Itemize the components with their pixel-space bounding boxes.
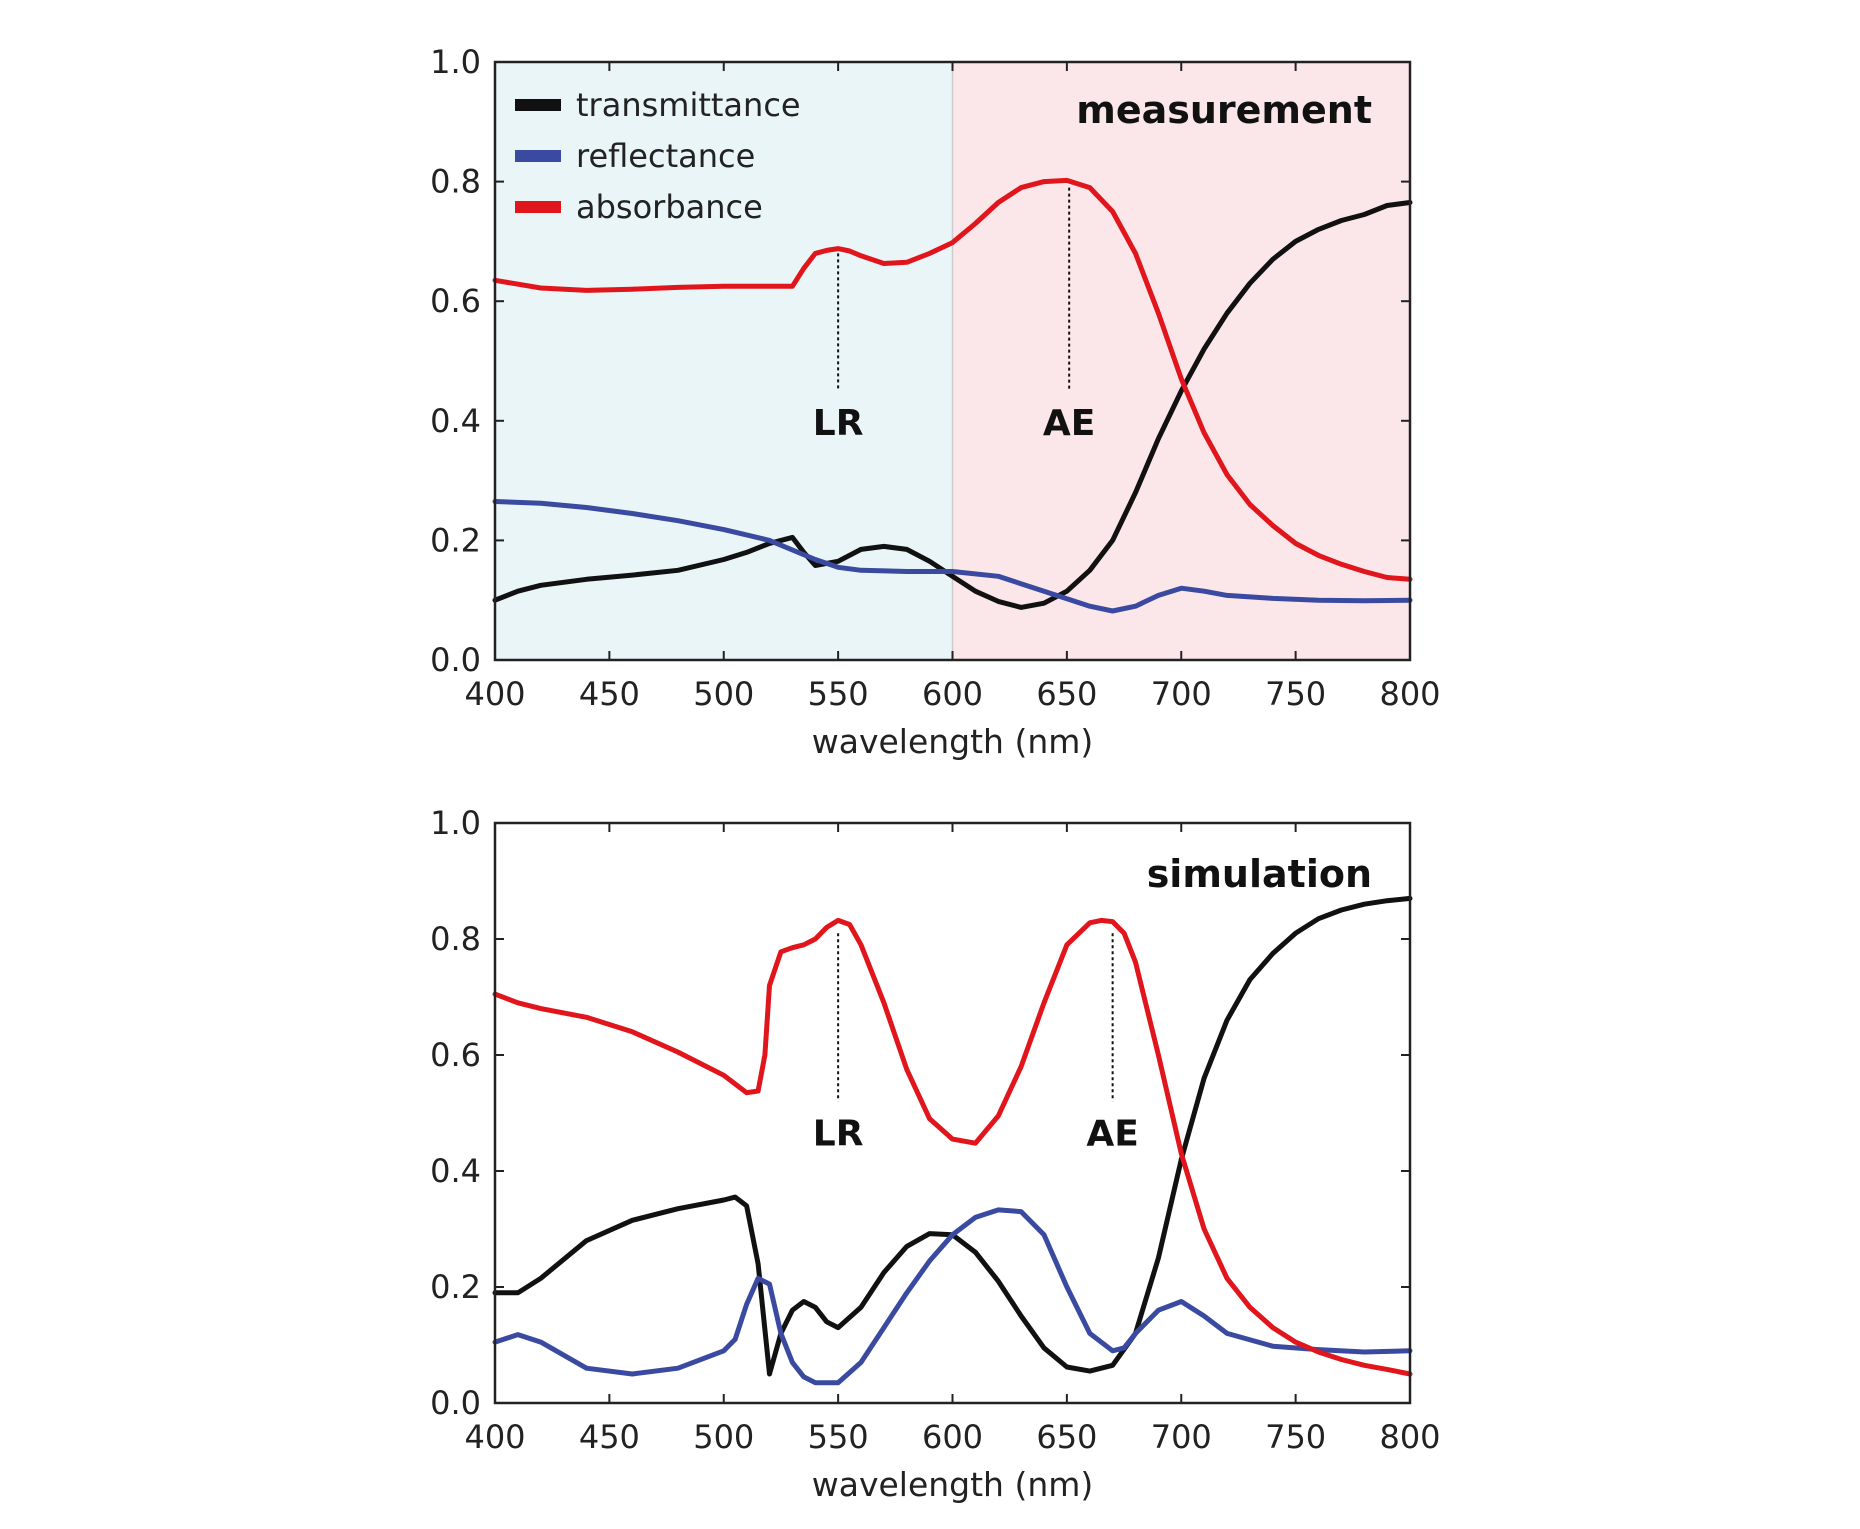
x-axis-label: wavelength (nm) xyxy=(812,722,1094,761)
x-tick-label: 700 xyxy=(1151,675,1212,713)
panel-title: simulation xyxy=(1147,852,1372,896)
x-tick-label: 500 xyxy=(693,675,754,713)
y-axis-ticks: 0.0 0.2 0.4 0.6 0.8 1.0 xyxy=(430,43,1410,679)
y-tick-label: 1.0 xyxy=(430,804,481,842)
legend: transmittance reflectance absorbance xyxy=(515,86,801,226)
y-tick-label: 0.6 xyxy=(430,1036,481,1074)
x-tick-label: 650 xyxy=(1036,1418,1097,1456)
series-line-reflectance xyxy=(492,499,1413,614)
legend-item-absorbance: absorbance xyxy=(515,188,763,226)
x-tick-label: 750 xyxy=(1265,675,1326,713)
series-line-absorbance xyxy=(492,917,1413,1377)
legend-swatch-reflectance xyxy=(515,150,561,162)
legend-swatch-transmittance xyxy=(515,99,561,111)
y-tick-label: 0.2 xyxy=(430,1268,481,1306)
series-line-reflectance xyxy=(492,1207,1413,1386)
x-tick-label: 800 xyxy=(1379,1418,1440,1456)
y-tick-label: 0.8 xyxy=(430,920,481,958)
plot-frame xyxy=(493,60,1412,662)
x-tick-label: 600 xyxy=(922,1418,983,1456)
peak-annotations: LR AE xyxy=(813,187,1095,444)
x-tick-label: 450 xyxy=(579,675,640,713)
y-tick-label: 0.6 xyxy=(430,282,481,320)
annotation-label-lr: LR xyxy=(813,1113,864,1154)
legend-item-reflectance: reflectance xyxy=(515,137,755,175)
y-tick-label: 0.8 xyxy=(430,163,481,201)
legend-swatch-absorbance xyxy=(515,201,561,213)
x-axis-ticks: 400 450 500 550 600 650 700 750 800 xyxy=(464,62,1441,713)
x-tick-label: 400 xyxy=(464,1418,525,1456)
y-tick-label: 0.4 xyxy=(430,1152,481,1190)
shaded-region-1 xyxy=(952,62,1410,660)
x-tick-label: 650 xyxy=(1036,675,1097,713)
annotation-label-lr: LR xyxy=(813,403,864,444)
legend-label-transmittance: transmittance xyxy=(576,86,801,124)
y-tick-label: 0.0 xyxy=(430,1384,481,1422)
series-line-absorbance xyxy=(492,177,1413,582)
panel-title: measurement xyxy=(1076,88,1372,132)
y-tick-label: 0.4 xyxy=(430,402,481,440)
legend-item-transmittance: transmittance xyxy=(515,86,801,124)
y-tick-label: 0.2 xyxy=(430,521,481,559)
x-tick-label: 600 xyxy=(922,675,983,713)
x-tick-label: 800 xyxy=(1379,675,1440,713)
x-tick-label: 450 xyxy=(579,1418,640,1456)
measurement-panel: 0.0 0.2 0.4 0.6 0.8 1.0 400 450 500 550 600 650 700… xyxy=(430,43,1440,761)
simulation-panel: 0.0 0.2 0.4 0.6 0.8 1.0 400 450 500 550 600 650 700… xyxy=(430,804,1440,1504)
x-tick-label: 700 xyxy=(1151,1418,1212,1456)
series-lines xyxy=(492,177,1413,614)
x-axis-ticks: 400 450 500 550 600 650 700 750 800 xyxy=(464,823,1441,1456)
y-tick-label: 0.0 xyxy=(430,641,481,679)
annotation-label-ae: AE xyxy=(1043,403,1095,444)
y-axis-ticks: 0.0 0.2 0.4 0.6 0.8 1.0 xyxy=(430,804,1410,1422)
y-tick-label: 1.0 xyxy=(430,43,481,81)
x-tick-label: 750 xyxy=(1265,1418,1326,1456)
x-tick-label: 500 xyxy=(693,1418,754,1456)
x-tick-label: 400 xyxy=(464,675,525,713)
legend-label-absorbance: absorbance xyxy=(576,188,763,226)
x-axis-label: wavelength (nm) xyxy=(812,1465,1094,1504)
series-lines xyxy=(492,895,1413,1386)
annotation-label-ae: AE xyxy=(1086,1113,1138,1154)
peak-annotations: LR AE xyxy=(813,933,1139,1154)
legend-label-reflectance: reflectance xyxy=(576,137,755,175)
series-line-transmittance xyxy=(492,200,1413,610)
plot-frame xyxy=(493,821,1412,1405)
x-tick-label: 550 xyxy=(808,675,869,713)
series-line-transmittance xyxy=(492,895,1413,1377)
x-tick-label: 550 xyxy=(808,1418,869,1456)
shaded-regions xyxy=(495,62,1410,660)
